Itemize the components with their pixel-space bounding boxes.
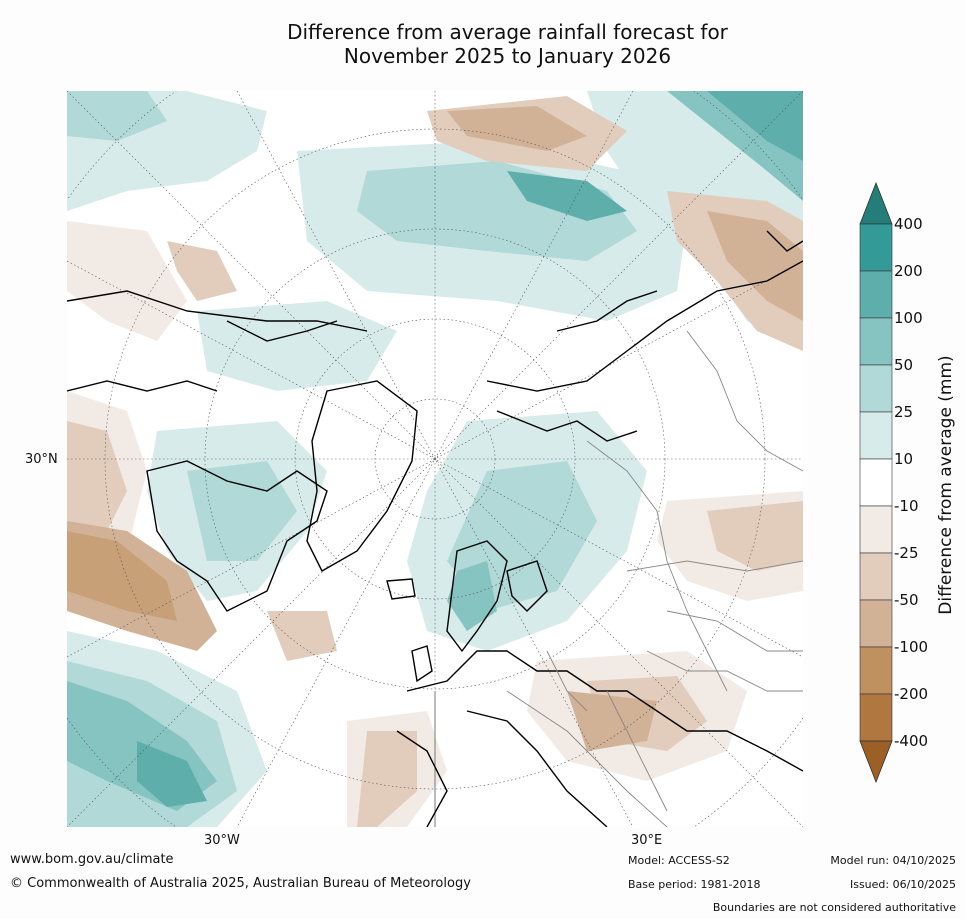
colorbar	[859, 181, 893, 784]
lon-label-30w: 30°W	[204, 833, 240, 848]
copyright-text: © Commonwealth of Australia 2025, Austra…	[10, 876, 471, 891]
colorbar-tick: 25	[894, 403, 914, 421]
colorbar-tick: -10	[894, 497, 919, 515]
wetter-than-average-areas	[67, 91, 803, 827]
colorbar-tick: -50	[894, 591, 919, 609]
issued-label: Issued: 06/10/2025	[849, 878, 956, 891]
colorbar-tick: 100	[894, 309, 923, 327]
colorbar-tick: -25	[894, 544, 919, 562]
drier-than-average-areas	[67, 96, 803, 827]
country-borders	[506, 330, 803, 827]
colorbar-tick: 200	[894, 262, 923, 280]
colorbar-tick: 10	[894, 450, 914, 468]
model-run-label: Model run: 04/10/2025	[830, 854, 956, 867]
colorbar-title: Difference from average (mm)	[936, 355, 956, 615]
rainfall-map	[67, 91, 803, 827]
coastlines	[67, 230, 803, 827]
model-label: Model: ACCESS-S2	[628, 854, 730, 867]
colorbar-tick: -400	[894, 732, 929, 750]
colorbar-tick: 50	[894, 356, 914, 374]
boundaries-disclaimer: Boundaries are not considered authoritat…	[712, 901, 956, 914]
lon-label-30e: 30°E	[631, 833, 663, 848]
title-line-1: Difference from average rainfall forecas…	[287, 20, 728, 44]
base-period-label: Base period: 1981-2018	[628, 878, 761, 891]
colorbar-tick: -100	[894, 638, 929, 656]
colorbar-tick: -200	[894, 685, 929, 703]
chart-title: Difference from average rainfall forecas…	[0, 20, 965, 68]
colorbar-tick: 400	[894, 215, 923, 233]
map-canvas	[67, 91, 803, 827]
title-line-2: November 2025 to January 2026	[343, 44, 672, 68]
website-link[interactable]: www.bom.gov.au/climate	[10, 852, 174, 867]
lat-label-30n: 30°N	[25, 452, 58, 467]
